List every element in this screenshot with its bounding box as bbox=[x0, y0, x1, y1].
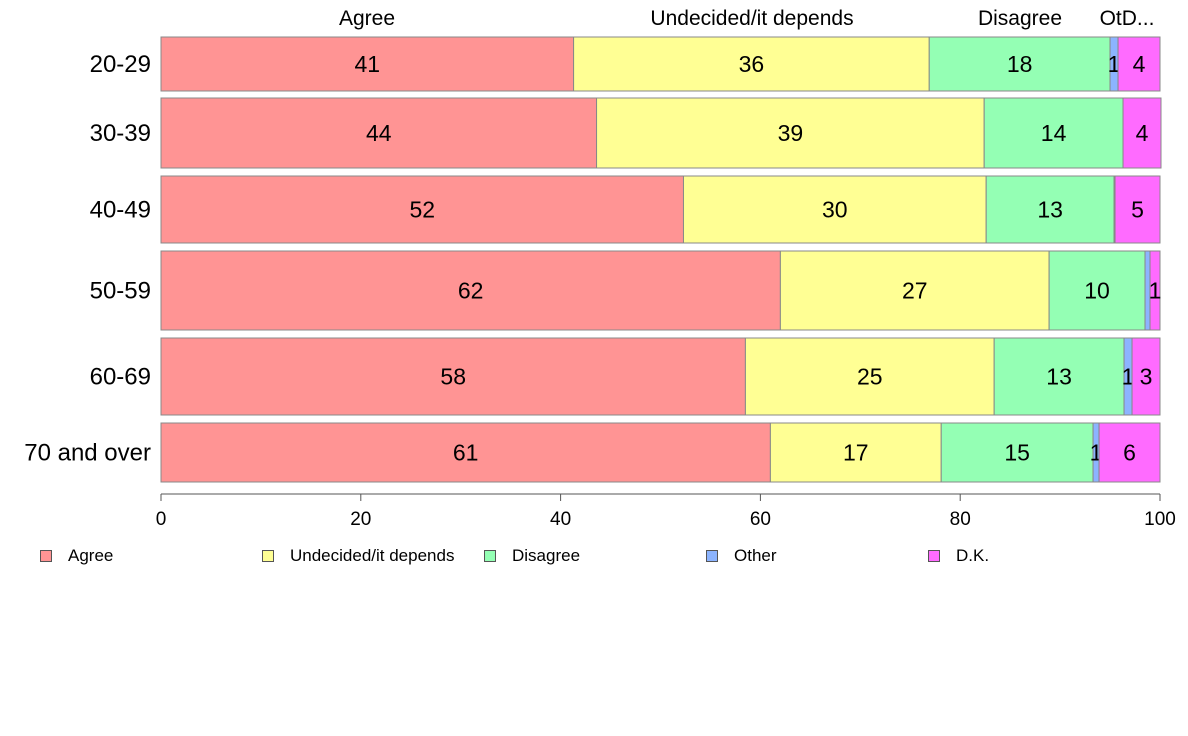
bar-segment bbox=[160, 422, 771, 483]
legend-item-undecided: Undecided/it depends bbox=[262, 546, 454, 566]
legend-swatch-other bbox=[706, 550, 718, 562]
data-label: 4 bbox=[1136, 120, 1149, 146]
legend-label-undecided: Undecided/it depends bbox=[290, 546, 455, 565]
x-tick-label: 60 bbox=[750, 509, 771, 530]
data-label: 18 bbox=[1007, 51, 1033, 77]
column-header-label: Agree bbox=[339, 7, 395, 30]
data-label: 15 bbox=[1004, 440, 1030, 466]
bar-segment bbox=[160, 36, 575, 92]
bar-segment bbox=[682, 175, 987, 244]
bar-segment bbox=[940, 422, 1094, 483]
data-label: 6 bbox=[1123, 440, 1136, 466]
bar-segment bbox=[983, 97, 1124, 169]
column-header-label: Disagree bbox=[978, 7, 1062, 30]
bar-segment bbox=[1117, 36, 1161, 92]
bar-segment bbox=[1114, 175, 1161, 244]
data-label: 5 bbox=[1131, 197, 1144, 223]
bar-segment bbox=[160, 175, 684, 244]
legend-label-other: Other bbox=[734, 546, 777, 565]
category-label: 70 and over bbox=[24, 440, 151, 467]
data-label: 3 bbox=[1140, 364, 1153, 390]
bar-segment bbox=[1131, 337, 1161, 416]
column-header-label: OtD... bbox=[1100, 7, 1155, 30]
bar-segment bbox=[769, 422, 942, 483]
x-tick-label: 20 bbox=[350, 509, 371, 530]
category-label: 20-29 bbox=[90, 51, 151, 78]
bar-segment bbox=[160, 250, 781, 331]
data-label: 25 bbox=[857, 364, 883, 390]
legend-item-other: Other bbox=[706, 546, 777, 566]
bar-segment bbox=[1122, 97, 1162, 169]
data-label: 36 bbox=[739, 51, 765, 77]
bar-segment bbox=[160, 337, 746, 416]
data-label: 1 bbox=[1108, 51, 1121, 77]
data-label: 1 bbox=[1122, 364, 1135, 390]
bar-segment bbox=[993, 337, 1125, 416]
bar-segment bbox=[985, 175, 1115, 244]
data-label: 44 bbox=[366, 120, 392, 146]
data-label: 13 bbox=[1037, 197, 1063, 223]
data-label: 58 bbox=[440, 364, 466, 390]
legend-item-dk: D.K. bbox=[928, 546, 989, 566]
data-label: 1 bbox=[1149, 278, 1162, 304]
data-label: 41 bbox=[354, 51, 380, 77]
category-label: 40-49 bbox=[90, 197, 151, 224]
data-label: 27 bbox=[902, 278, 928, 304]
data-label: 52 bbox=[409, 197, 435, 223]
x-tick-label: 0 bbox=[156, 509, 167, 530]
category-label: 60-69 bbox=[90, 364, 151, 391]
data-label: 61 bbox=[453, 440, 479, 466]
bar-segment bbox=[1048, 250, 1146, 331]
data-label: 62 bbox=[458, 278, 484, 304]
x-tick-label: 40 bbox=[550, 509, 571, 530]
legend-label-disagree: Disagree bbox=[512, 546, 581, 565]
data-label: 13 bbox=[1046, 364, 1072, 390]
legend-swatch-agree bbox=[40, 550, 52, 562]
bar-segment bbox=[573, 36, 930, 92]
bar-segment bbox=[1098, 422, 1161, 483]
data-label: 10 bbox=[1084, 278, 1110, 304]
data-label: 14 bbox=[1041, 120, 1067, 146]
data-label: 4 bbox=[1133, 51, 1146, 77]
legend-label-agree: Agree bbox=[68, 546, 114, 565]
data-label: 30 bbox=[822, 197, 848, 223]
legend-swatch-disagree bbox=[484, 550, 496, 562]
column-header-label: Undecided/it depends bbox=[650, 7, 853, 30]
bar-segment bbox=[928, 36, 1111, 92]
data-label: 39 bbox=[778, 120, 804, 146]
bar-segment bbox=[779, 250, 1050, 331]
category-label: 30-39 bbox=[90, 120, 151, 147]
data-label: 17 bbox=[843, 440, 869, 466]
bar-segment bbox=[1149, 250, 1161, 331]
x-tick-label: 100 bbox=[1144, 509, 1176, 530]
bar-segment bbox=[596, 97, 985, 169]
bar-segment bbox=[744, 337, 995, 416]
category-label: 50-59 bbox=[90, 278, 151, 305]
chart-legend: Agree Undecided/it depends Disagree Othe… bbox=[0, 546, 1188, 570]
legend-label-dk: D.K. bbox=[956, 546, 990, 565]
legend-swatch-undecided bbox=[262, 550, 274, 562]
legend-item-agree: Agree bbox=[40, 546, 113, 566]
bar-segment bbox=[160, 97, 598, 169]
legend-item-disagree: Disagree bbox=[484, 546, 580, 566]
x-tick-label: 80 bbox=[950, 509, 971, 530]
legend-swatch-dk bbox=[928, 550, 940, 562]
